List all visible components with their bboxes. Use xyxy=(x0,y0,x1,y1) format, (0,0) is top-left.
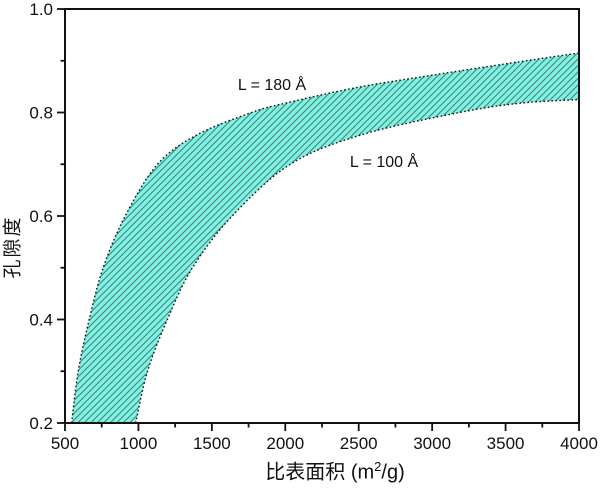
y-axis-tick-label: 0.4 xyxy=(29,311,53,330)
x-axis-tick-label: 3500 xyxy=(487,434,525,453)
y-axis-tick-label: 1.0 xyxy=(29,0,53,19)
x-axis-title-suffix: /g) xyxy=(381,461,405,484)
x-axis-title: 比表面积 (m2/g) xyxy=(265,456,404,485)
curve-L180 xyxy=(70,52,580,424)
y-axis-tick-label: 0.2 xyxy=(29,414,53,433)
curve-L100 xyxy=(134,98,580,424)
y-axis-tick-label: 0.6 xyxy=(29,207,53,226)
x-axis-title-superscript: 2 xyxy=(374,458,382,474)
x-axis-tick-label: 1500 xyxy=(193,434,231,453)
x-axis-tick-label: 1000 xyxy=(120,434,158,453)
x-axis-title-prefix: 比表面积 (m xyxy=(265,461,375,484)
band-hatch xyxy=(71,52,579,424)
curve-label-L180: L = 180 Å xyxy=(237,77,307,94)
x-axis-tick-label: 4000 xyxy=(560,434,598,453)
x-axis-tick-label: 500 xyxy=(51,434,79,453)
y-axis-title: 孔隙度 xyxy=(2,215,24,279)
y-axis-tick-label: 0.8 xyxy=(29,104,53,123)
x-axis-tick-label: 2000 xyxy=(266,434,304,453)
curve-label-L100: L = 100 Å xyxy=(349,154,419,171)
x-axis-tick-label: 2500 xyxy=(340,434,378,453)
x-axis-tick-label: 3000 xyxy=(413,434,451,453)
